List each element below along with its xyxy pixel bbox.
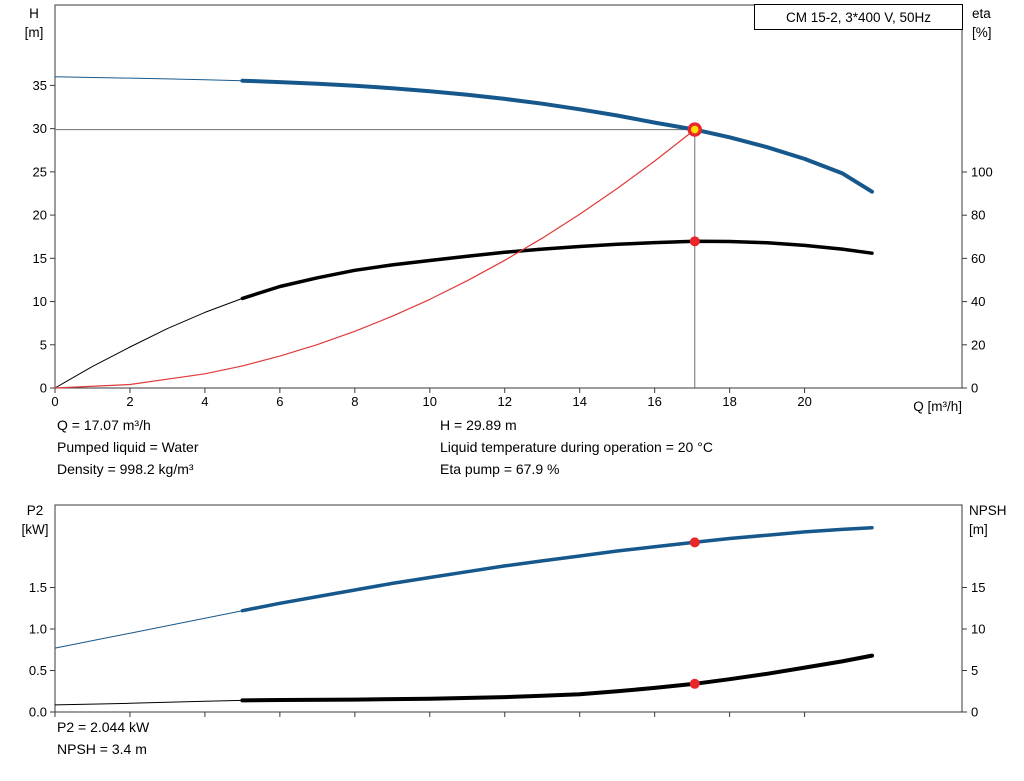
svg-text:0: 0 — [51, 394, 58, 409]
svg-text:0: 0 — [40, 381, 47, 396]
svg-text:0.0: 0.0 — [29, 705, 47, 720]
svg-text:10: 10 — [971, 622, 985, 637]
svg-text:16: 16 — [647, 394, 661, 409]
svg-text:20: 20 — [971, 337, 985, 352]
svg-text:20: 20 — [797, 394, 811, 409]
density-readout: Density = 998.2 kg/m³ — [57, 461, 194, 477]
flow-readout: Q = 17.07 m³/h — [57, 417, 151, 433]
eta-axis-symbol: eta — [972, 6, 991, 21]
h-axis-unit: [m] — [24, 25, 44, 40]
svg-text:6: 6 — [276, 394, 283, 409]
svg-text:5: 5 — [971, 663, 978, 678]
svg-text:1.0: 1.0 — [29, 622, 47, 637]
svg-text:5: 5 — [40, 337, 47, 352]
svg-text:80: 80 — [971, 208, 985, 223]
eta-pump-readout: Eta pump = 67.9 % — [440, 461, 560, 477]
svg-text:12: 12 — [498, 394, 512, 409]
p2-axis-label: P2 [kW] — [13, 501, 57, 539]
svg-text:4: 4 — [201, 394, 208, 409]
svg-text:60: 60 — [971, 251, 985, 266]
pump-model-box: CM 15-2, 3*400 V, 50Hz — [754, 4, 963, 30]
p2-axis-unit: [kW] — [21, 522, 49, 537]
q-axis-label: Q [m³/h] — [913, 399, 962, 414]
svg-text:100: 100 — [971, 164, 993, 179]
pumped-liquid-readout: Pumped liquid = Water — [57, 439, 199, 455]
liquid-temperature-readout: Liquid temperature during operation = 20… — [440, 439, 713, 455]
svg-text:10: 10 — [423, 394, 437, 409]
eta-axis-unit: [%] — [972, 25, 992, 40]
svg-text:15: 15 — [971, 580, 985, 595]
h-axis-symbol: H — [29, 6, 39, 21]
p2-readout: P2 = 2.044 kW — [57, 719, 150, 735]
head-readout: H = 29.89 m — [440, 417, 517, 433]
svg-text:0: 0 — [971, 705, 978, 720]
svg-text:40: 40 — [971, 294, 985, 309]
eta-axis-label: eta [%] — [972, 4, 1022, 42]
svg-text:8: 8 — [351, 394, 358, 409]
npsh-axis-label: NPSH [m] — [969, 501, 1024, 539]
svg-text:15: 15 — [33, 251, 47, 266]
npsh-readout: NPSH = 3.4 m — [57, 741, 147, 757]
svg-text:1.5: 1.5 — [29, 580, 47, 595]
h-axis-label: H [m] — [13, 4, 55, 42]
svg-text:10: 10 — [33, 294, 47, 309]
p2-axis-symbol: P2 — [26, 503, 44, 518]
npsh-axis-symbol: NPSH — [969, 503, 1007, 518]
svg-text:2: 2 — [126, 394, 133, 409]
svg-text:0: 0 — [971, 381, 978, 396]
svg-text:18: 18 — [722, 394, 736, 409]
svg-text:30: 30 — [33, 121, 47, 136]
svg-text:14: 14 — [572, 394, 586, 409]
svg-text:35: 35 — [33, 78, 47, 93]
svg-text:0.5: 0.5 — [29, 663, 47, 678]
npsh-axis-unit: [m] — [969, 522, 988, 537]
svg-text:20: 20 — [33, 208, 47, 223]
svg-text:25: 25 — [33, 164, 47, 179]
